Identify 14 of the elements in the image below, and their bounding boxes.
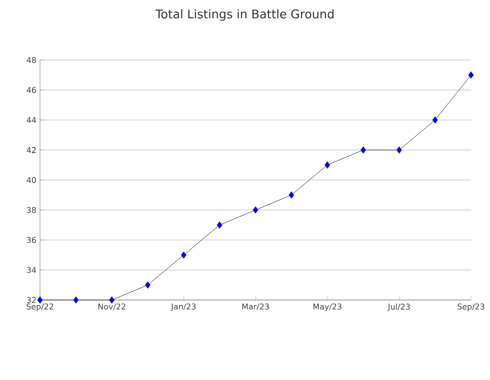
point [432, 116, 438, 124]
point [37, 296, 43, 304]
chart-title: Total Listings in Battle Ground [155, 9, 334, 21]
point [109, 296, 115, 304]
point [252, 206, 258, 214]
point [216, 221, 222, 229]
point [360, 146, 366, 154]
point [396, 146, 402, 154]
point [468, 71, 474, 79]
point [180, 251, 186, 259]
point [73, 296, 79, 304]
point [324, 161, 330, 169]
point [144, 281, 151, 289]
point [288, 191, 294, 199]
